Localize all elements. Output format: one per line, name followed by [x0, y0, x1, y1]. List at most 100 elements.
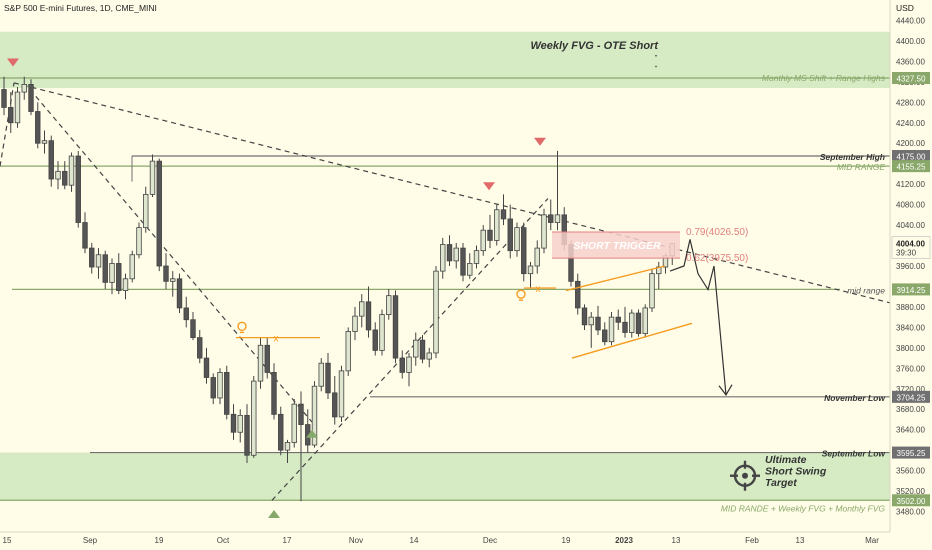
candle[interactable] [588, 316, 594, 326]
candle[interactable] [230, 413, 237, 433]
target-center [742, 472, 748, 479]
candle[interactable] [271, 371, 277, 415]
candle[interactable] [379, 314, 385, 351]
candle[interactable] [35, 111, 41, 144]
candle[interactable] [615, 316, 621, 323]
candle[interactable] [95, 254, 102, 268]
candle[interactable] [338, 370, 345, 418]
candle[interactable] [595, 316, 601, 331]
candle[interactable] [527, 265, 534, 275]
candle[interactable] [62, 170, 68, 186]
candle[interactable] [345, 331, 351, 372]
candle[interactable] [649, 273, 655, 309]
candle[interactable] [102, 254, 108, 283]
candle[interactable] [642, 307, 648, 334]
candle[interactable] [55, 170, 61, 180]
candle[interactable] [122, 278, 129, 291]
candle[interactable] [156, 160, 162, 267]
candle[interactable] [534, 247, 540, 267]
candle[interactable] [473, 250, 480, 264]
candle[interactable] [359, 301, 365, 317]
candle[interactable] [460, 247, 466, 276]
price-badge-text: 4175.00 [897, 153, 926, 162]
trendline-major [13, 82, 891, 304]
candle[interactable] [136, 227, 142, 256]
x-tick-label: Oct [217, 536, 230, 545]
candle[interactable] [635, 312, 642, 334]
candle[interactable] [629, 312, 635, 333]
candle[interactable] [75, 155, 81, 223]
candle[interactable] [433, 270, 439, 354]
candle[interactable] [8, 107, 14, 124]
candle[interactable] [602, 329, 608, 343]
candle[interactable] [298, 403, 304, 425]
candle[interactable] [284, 442, 291, 451]
candle[interactable] [311, 385, 318, 446]
candle[interactable] [183, 307, 189, 321]
candle[interactable] [1, 89, 7, 108]
candle[interactable] [419, 339, 426, 360]
candle[interactable] [129, 254, 135, 280]
candle[interactable] [453, 247, 459, 262]
candle[interactable] [480, 229, 486, 252]
candle[interactable] [386, 295, 392, 315]
candle[interactable] [332, 392, 338, 418]
candle[interactable] [399, 357, 405, 373]
candle[interactable] [413, 339, 419, 358]
candle[interactable] [14, 91, 21, 124]
candle[interactable] [541, 214, 547, 249]
candle[interactable] [514, 227, 520, 252]
candle[interactable] [581, 307, 588, 326]
candle[interactable] [143, 193, 149, 229]
candle[interactable] [264, 344, 270, 373]
candle[interactable] [291, 403, 297, 443]
candle[interactable] [278, 413, 284, 451]
candle[interactable] [440, 244, 446, 272]
candle[interactable] [163, 265, 169, 282]
candle[interactable] [82, 222, 88, 249]
candle[interactable] [325, 362, 331, 394]
candle[interactable] [257, 344, 264, 382]
candle[interactable] [372, 329, 378, 351]
candle[interactable] [500, 209, 507, 220]
candle[interactable] [28, 84, 34, 112]
candle[interactable] [197, 337, 203, 359]
candle[interactable] [548, 214, 554, 223]
candle[interactable] [68, 155, 75, 186]
candle[interactable] [467, 263, 473, 276]
candle[interactable] [176, 278, 183, 309]
candle[interactable] [244, 414, 250, 456]
candle[interactable] [41, 140, 48, 144]
candle[interactable] [521, 227, 527, 275]
candle[interactable] [109, 263, 115, 283]
candle[interactable] [352, 315, 358, 332]
candle[interactable] [237, 414, 243, 433]
candle[interactable] [507, 218, 513, 252]
candle[interactable] [318, 362, 324, 387]
candle[interactable] [217, 371, 223, 399]
candle[interactable] [116, 263, 122, 291]
weekly-fvg-label: Weekly FVG - OTE Short [530, 40, 659, 52]
candle[interactable] [365, 301, 372, 331]
candle[interactable] [170, 278, 176, 282]
candle[interactable] [575, 280, 581, 309]
candle[interactable] [494, 209, 500, 241]
candle[interactable] [210, 377, 216, 399]
candle[interactable] [48, 140, 54, 180]
candle[interactable] [406, 356, 412, 373]
candle[interactable] [21, 84, 27, 93]
candle[interactable] [251, 380, 257, 456]
candle[interactable] [149, 160, 156, 195]
candle[interactable] [392, 295, 399, 359]
candle[interactable] [224, 371, 230, 415]
candle[interactable] [622, 321, 628, 333]
candle[interactable] [554, 214, 561, 223]
candle[interactable] [190, 319, 196, 339]
candle[interactable] [608, 316, 615, 343]
candle[interactable] [89, 247, 95, 268]
candle[interactable] [203, 357, 210, 378]
candle[interactable] [426, 352, 432, 360]
candle[interactable] [487, 229, 493, 241]
candle[interactable] [446, 244, 453, 262]
